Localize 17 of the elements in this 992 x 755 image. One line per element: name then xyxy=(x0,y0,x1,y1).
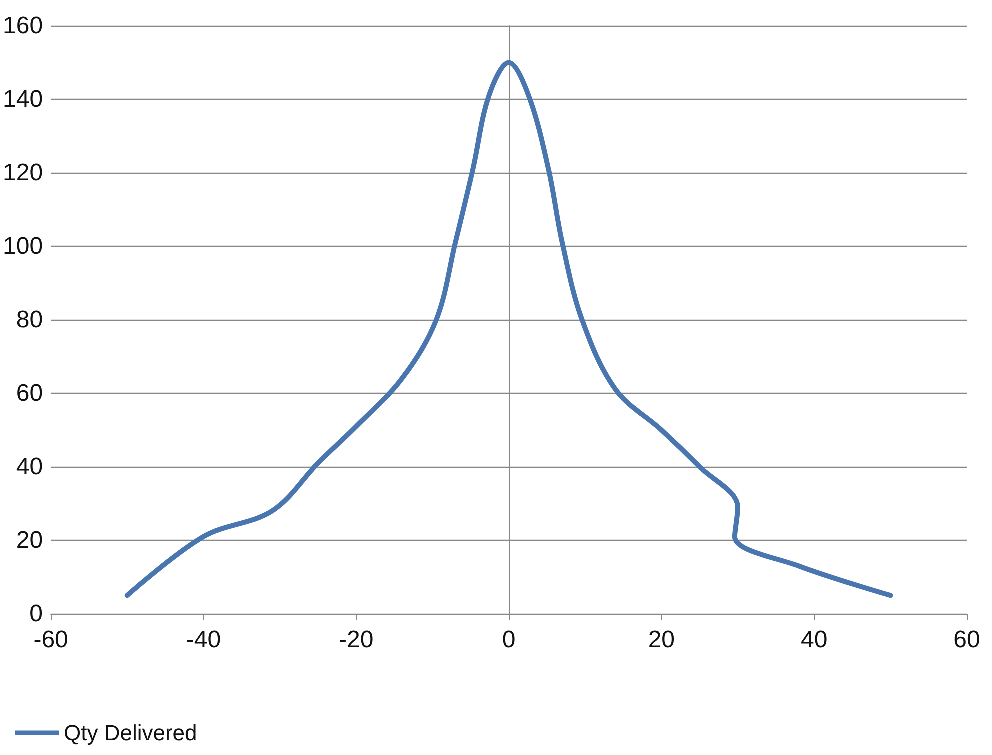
x-tick-label: -60 xyxy=(34,626,68,654)
y-tick-label: 160 xyxy=(2,12,44,40)
x-tick-label: -40 xyxy=(186,626,222,654)
x-tick-label: 40 xyxy=(800,626,828,654)
x-tick-label: 20 xyxy=(648,626,676,654)
x-tick-label: 60 xyxy=(954,626,980,654)
y-tick-label: 120 xyxy=(2,160,44,186)
y-tick-label: 60 xyxy=(16,380,44,407)
y-tick-label: 0 xyxy=(30,600,44,628)
y-tick-label: 20 xyxy=(16,527,44,554)
y-tick-label: 140 xyxy=(2,86,44,113)
y-tick-label: 80 xyxy=(16,306,44,334)
x-tick-label: 0 xyxy=(502,626,516,654)
y-tick-label: 40 xyxy=(16,454,44,480)
x-tick-label: -20 xyxy=(339,626,374,654)
legend-label: Qty Delivered xyxy=(64,720,198,746)
y-tick-label: 100 xyxy=(2,233,44,260)
